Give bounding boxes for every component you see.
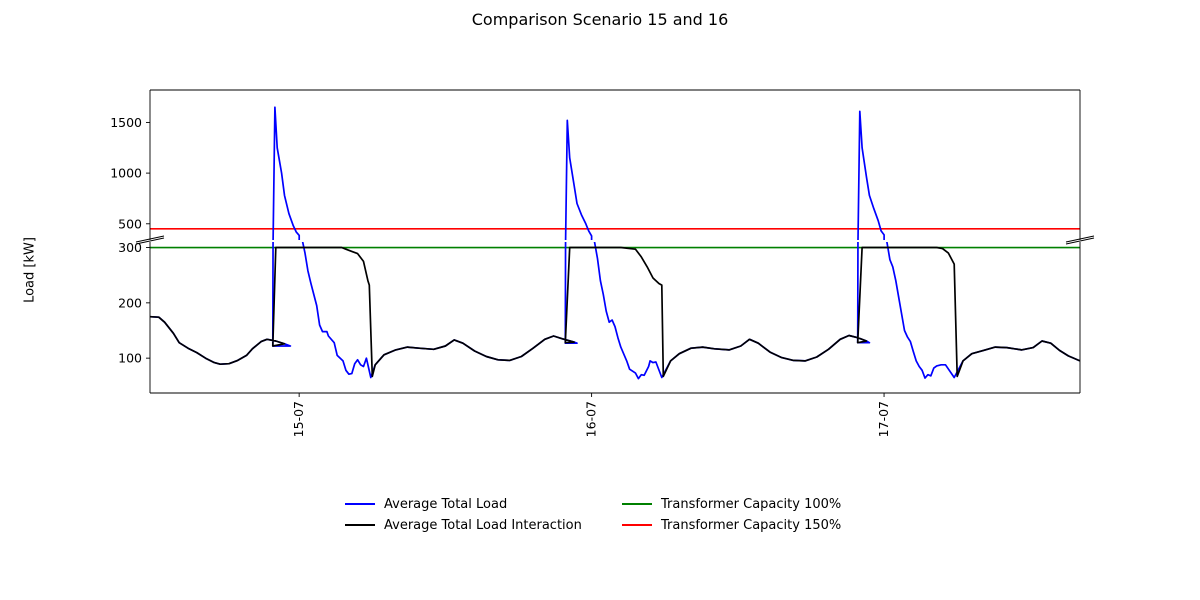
xtick-label-15-07: 15-07 [291, 401, 306, 437]
legend-item-transformer-150: Transformer Capacity 150% [622, 516, 841, 536]
legend-label: Transformer Capacity 150% [661, 518, 842, 533]
legend-swatch [622, 502, 652, 505]
break-mark-right-top [1065, 235, 1095, 243]
series-average-total-load-upper [272, 106, 886, 240]
legend-label: Average Total Load Interaction [384, 518, 582, 533]
ytick-label-lower-300: 300 [118, 240, 142, 255]
ytick-label-upper-1000: 1000 [110, 166, 142, 181]
series-average-total-load-interaction-lower [150, 246, 1080, 378]
legend-swatch [345, 523, 375, 526]
break-mark-left-top [135, 235, 165, 243]
ytick-label-lower-100: 100 [118, 351, 142, 366]
break-mark-left-bottom [135, 237, 165, 245]
legend-label: Average Total Load [384, 497, 508, 512]
plot-area-upper [150, 106, 1080, 240]
legend-swatch [622, 523, 652, 526]
chart-title: Comparison Scenario 15 and 16 [471, 10, 729, 29]
legend-item-average-total-load: Average Total Load [345, 495, 507, 515]
xtick-label-16-07: 16-07 [584, 401, 599, 437]
xtick-label-17-07: 17-07 [876, 401, 891, 437]
break-mark-right-bottom [1065, 237, 1095, 245]
legend-item-transformer-100: Transformer Capacity 100% [622, 495, 841, 515]
ytick-label-lower-200: 200 [118, 295, 142, 310]
legend-swatch [345, 502, 375, 505]
ytick-label-upper-500: 500 [118, 216, 142, 231]
ytick-label-upper-1500: 1500 [110, 115, 142, 130]
plot-area-lower [150, 242, 1080, 380]
legend-label: Transformer Capacity 100% [661, 497, 842, 512]
legend-item-average-total-load-interaction: Average Total Load Interaction [345, 516, 582, 536]
series-average-total-load-lower [150, 242, 1080, 380]
